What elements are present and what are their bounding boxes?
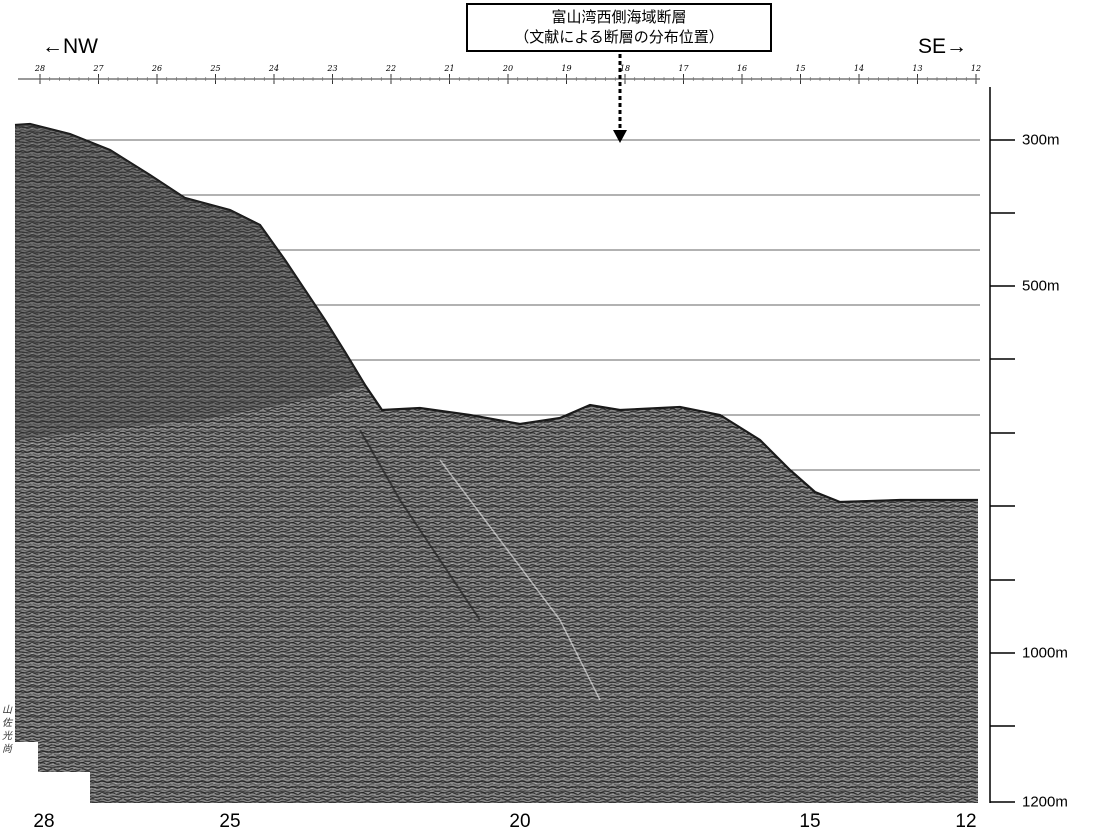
top-ruler: [18, 74, 980, 84]
bottom-tick-28: 28: [33, 811, 55, 832]
bottom-tick-12: 12: [955, 811, 977, 832]
top-tick-26: 26: [151, 64, 163, 73]
direction-nw-label: ←NW: [42, 35, 98, 58]
top-tick-23: 23: [327, 64, 338, 73]
top-tick-19: 19: [561, 64, 572, 73]
depth-label-1000m: 1000m: [1022, 644, 1068, 662]
top-tick-15: 15: [795, 64, 806, 73]
top-tick-28: 28: [34, 64, 46, 73]
top-tick-27: 27: [93, 64, 104, 73]
direction-se-label: SE→: [918, 35, 968, 58]
top-tick-21: 21: [444, 64, 455, 73]
callout-title: 富山湾西側海域断層: [551, 8, 687, 26]
top-tick-20: 20: [502, 64, 514, 73]
top-tick-17: 17: [678, 64, 689, 73]
side-note: 山 佐 光 尚: [2, 705, 12, 755]
fault-callout-box: 富山湾西側海域断層 （文献による断層の分布位置）: [466, 3, 772, 52]
depth-scale: [989, 87, 1015, 803]
bottom-tick-15: 15: [799, 811, 821, 832]
depth-label-300m: 300m: [1022, 131, 1060, 149]
top-tick-24: 24: [268, 64, 280, 73]
top-tick-12: 12: [970, 64, 982, 73]
top-tick-14: 14: [853, 64, 865, 73]
top-tick-16: 16: [736, 64, 748, 73]
callout-subtitle: （文献による断層の分布位置）: [514, 28, 724, 46]
depth-label-1200m: 1200m: [1022, 793, 1068, 811]
depth-label-500m: 500m: [1022, 277, 1060, 295]
top-tick-22: 22: [385, 64, 397, 73]
bottom-tick-25: 25: [219, 811, 241, 832]
bottom-tick-20: 20: [509, 811, 531, 832]
top-tick-25: 25: [210, 64, 221, 73]
top-tick-18: 18: [619, 64, 631, 73]
top-tick-13: 13: [912, 64, 923, 73]
fault-position-arrow: [613, 54, 627, 143]
